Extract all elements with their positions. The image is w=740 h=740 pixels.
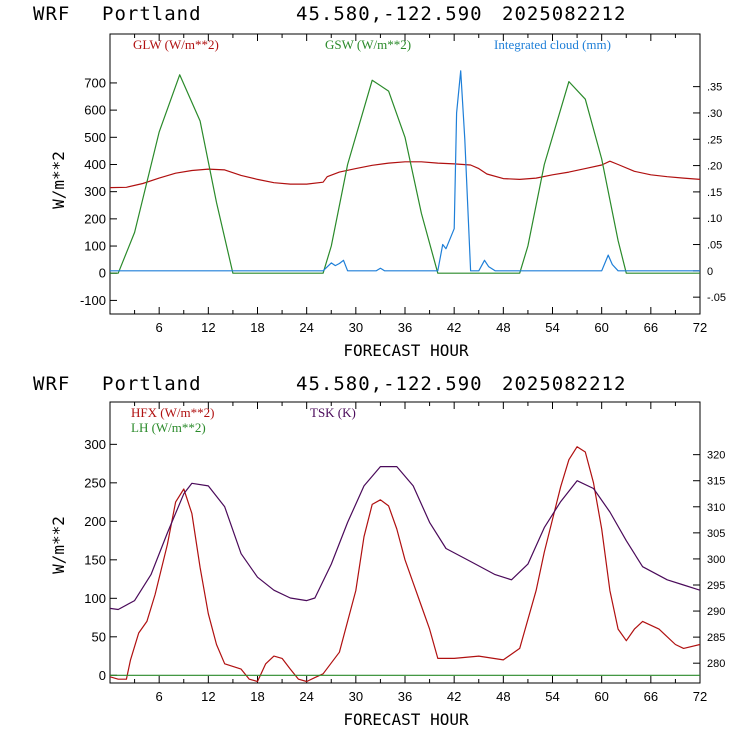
y2-tick-label: .10 <box>707 213 722 225</box>
y-tick-label: -100 <box>80 293 106 308</box>
y2-tick-label: 295 <box>707 580 725 592</box>
y-tick-label: 500 <box>84 130 106 145</box>
x-tick-label: 24 <box>299 689 313 704</box>
y-tick-label: 700 <box>84 75 106 90</box>
x-tick-label: 24 <box>299 320 313 335</box>
x-tick-label: 42 <box>447 320 461 335</box>
panel2-legend-tsk: TSK (K) <box>310 405 356 420</box>
panel1-x-axis-label: FORECAST HOUR <box>343 341 469 360</box>
series-line-gsw <box>110 74 700 274</box>
x-tick-label: 60 <box>594 320 608 335</box>
panel2-y-axis-label: W/m**2 <box>49 516 68 574</box>
panel1-y-axis-label: W/m**2 <box>49 151 68 209</box>
panel1-legend-cloud: Integrated cloud (mm) <box>494 37 611 52</box>
y2-tick-label: .25 <box>707 134 722 146</box>
y2-tick-label: 305 <box>707 528 725 540</box>
y2-tick-label: 285 <box>707 632 725 644</box>
y-tick-label: 200 <box>84 514 106 529</box>
y-tick-label: 0 <box>99 266 106 281</box>
y-tick-label: 600 <box>84 103 106 118</box>
y2-tick-label: 310 <box>707 502 725 514</box>
x-tick-label: 66 <box>644 689 658 704</box>
y2-tick-label: 280 <box>707 658 725 670</box>
x-tick-label: 18 <box>250 689 264 704</box>
panel1-series-group <box>110 70 700 274</box>
panel1-header-coords: 45.580,-122.590 <box>296 3 483 25</box>
y2-tick-label: 320 <box>707 450 725 462</box>
y-tick-label: 100 <box>84 239 106 254</box>
series-line-tsk <box>110 466 700 611</box>
x-tick-label: 36 <box>398 689 412 704</box>
panel2-x-axis-label: FORECAST HOUR <box>343 710 469 729</box>
x-tick-label: 6 <box>156 689 163 704</box>
x-tick-label: 54 <box>545 320 559 335</box>
panel2-header-coords: 45.580,-122.590 <box>296 373 483 395</box>
x-tick-label: 18 <box>250 320 264 335</box>
panel2-legend-lh: LH (W/m**2) <box>131 420 206 435</box>
panel2-header-init: 2025082212 <box>502 373 626 395</box>
x-tick-label: 66 <box>644 320 658 335</box>
y2-tick-label: .20 <box>707 161 722 173</box>
y-tick-label: 100 <box>84 591 106 606</box>
y2-tick-label: -.05 <box>707 292 726 304</box>
y2-tick-label: .35 <box>707 82 722 94</box>
panel1-header-init: 2025082212 <box>502 3 626 25</box>
panel2-ticks: 6 12 18 24 30 36 42 48 54 60 66 72 0 50 100 150 200 250 30… <box>84 402 725 704</box>
y-tick-label: 200 <box>84 211 106 226</box>
y2-tick-label: 300 <box>707 554 725 566</box>
panel1-legend-glw: GLW (W/m**2) <box>133 37 219 52</box>
x-tick-label: 72 <box>693 689 707 704</box>
y-tick-label: 250 <box>84 475 106 490</box>
x-tick-label: 30 <box>349 689 363 704</box>
y-tick-label: 300 <box>84 437 106 452</box>
x-tick-label: 60 <box>594 689 608 704</box>
panel2-header-model: WRF <box>33 373 70 395</box>
y-tick-label: 400 <box>84 157 106 172</box>
panel1-legend-gsw: GSW (W/m**2) <box>325 37 411 52</box>
y-tick-label: 0 <box>99 668 106 683</box>
y2-tick-label: .30 <box>707 108 722 120</box>
y-tick-label: 150 <box>84 552 106 567</box>
x-tick-label: 54 <box>545 689 559 704</box>
panel1-header-model: WRF <box>33 3 70 25</box>
y2-tick-label: 315 <box>707 476 725 488</box>
y2-tick-label: .15 <box>707 187 722 199</box>
y2-tick-label: .05 <box>707 240 722 252</box>
panel1-header-location: Portland <box>102 3 202 25</box>
y-tick-label: 300 <box>84 184 106 199</box>
panel2-series-group <box>110 446 700 683</box>
x-tick-label: 6 <box>156 320 163 335</box>
radiation-panel: WRF Portland 45.580,-122.590 2025082212 … <box>33 3 726 360</box>
y2-tick-label: 0 <box>707 266 713 278</box>
x-tick-label: 12 <box>201 320 215 335</box>
x-tick-label: 48 <box>496 320 510 335</box>
x-tick-label: 12 <box>201 689 215 704</box>
y-tick-label: 50 <box>92 629 106 644</box>
x-tick-label: 72 <box>693 320 707 335</box>
series-line-glw <box>110 160 700 189</box>
y2-tick-label: 290 <box>707 606 725 618</box>
panel1-ticks: 6 12 18 24 30 36 42 48 54 60 66 72 -100 0 100 200 300 400… <box>80 34 726 335</box>
panel2-legend-hfx: HFX (W/m**2) <box>131 405 214 420</box>
x-tick-label: 48 <box>496 689 510 704</box>
surface-flux-panel: WRF Portland 45.580,-122.590 2025082212 … <box>33 373 725 729</box>
x-tick-label: 36 <box>398 320 412 335</box>
x-tick-label: 30 <box>349 320 363 335</box>
series-line-integrated <box>110 70 700 272</box>
panel2-header-location: Portland <box>102 373 202 395</box>
x-tick-label: 42 <box>447 689 461 704</box>
